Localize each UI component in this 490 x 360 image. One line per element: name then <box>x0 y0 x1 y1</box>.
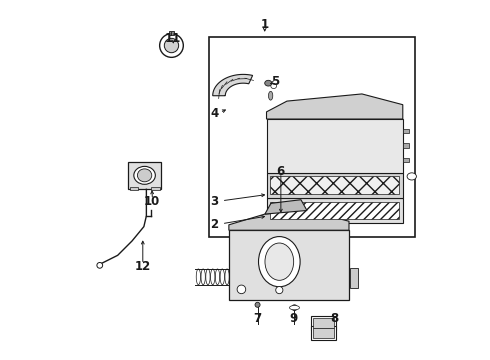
Bar <box>128 162 161 189</box>
Bar <box>129 187 139 190</box>
Bar <box>267 198 403 223</box>
Ellipse shape <box>292 305 297 311</box>
Text: 9: 9 <box>289 311 297 325</box>
Ellipse shape <box>276 287 283 294</box>
Text: 1: 1 <box>261 18 269 31</box>
Bar <box>350 268 358 288</box>
Ellipse shape <box>269 91 273 100</box>
Polygon shape <box>267 94 403 119</box>
Ellipse shape <box>407 173 416 180</box>
Polygon shape <box>213 75 253 96</box>
Bar <box>403 143 409 148</box>
Bar <box>403 158 409 162</box>
Text: 11: 11 <box>165 32 181 45</box>
Bar <box>311 326 336 339</box>
Bar <box>209 37 416 237</box>
Text: 7: 7 <box>253 311 262 325</box>
Text: 4: 4 <box>210 107 219 120</box>
Ellipse shape <box>97 262 102 268</box>
Ellipse shape <box>237 285 245 294</box>
Bar <box>313 328 334 338</box>
Ellipse shape <box>265 243 294 280</box>
Ellipse shape <box>290 306 299 310</box>
Bar <box>170 31 174 35</box>
Bar <box>267 119 403 173</box>
Bar <box>267 173 403 198</box>
Ellipse shape <box>265 80 272 86</box>
Bar <box>229 230 349 300</box>
Bar <box>403 129 409 134</box>
Ellipse shape <box>160 34 183 57</box>
Ellipse shape <box>164 39 179 53</box>
Ellipse shape <box>134 166 155 184</box>
Bar <box>270 202 399 220</box>
Ellipse shape <box>259 237 300 287</box>
Bar <box>270 176 399 194</box>
Text: 5: 5 <box>271 75 280 88</box>
Text: 12: 12 <box>135 260 151 273</box>
Text: 3: 3 <box>211 195 219 208</box>
Text: 10: 10 <box>144 195 160 208</box>
Ellipse shape <box>271 84 276 89</box>
Bar <box>151 187 160 190</box>
Text: 6: 6 <box>277 165 285 177</box>
Bar <box>311 316 336 329</box>
Polygon shape <box>229 211 349 230</box>
Text: 2: 2 <box>211 218 219 231</box>
Polygon shape <box>265 200 307 214</box>
Ellipse shape <box>255 302 260 307</box>
Text: 8: 8 <box>331 311 339 325</box>
Ellipse shape <box>137 169 152 182</box>
Bar <box>313 318 334 328</box>
